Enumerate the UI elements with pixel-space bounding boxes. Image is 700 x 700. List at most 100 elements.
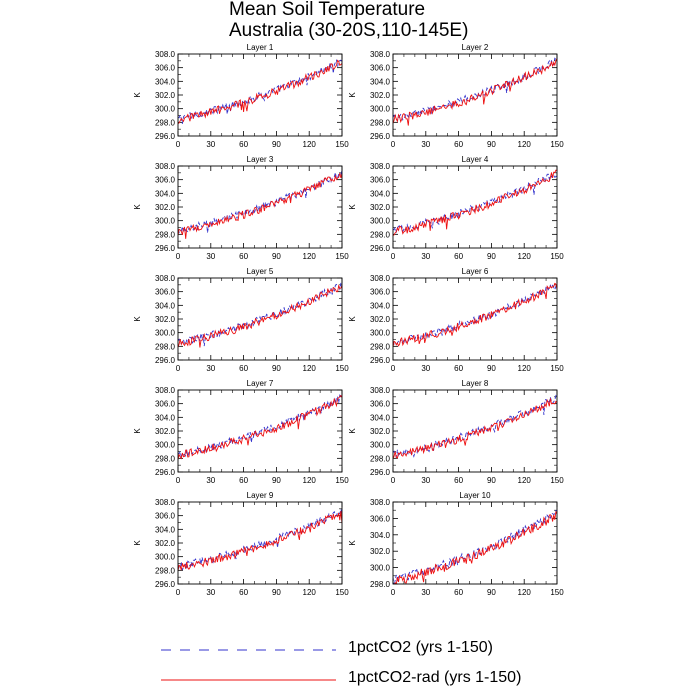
plot-frame — [177, 165, 343, 249]
panel-layer-4: Layer 4 K 296.0 298.0 300.0 302.0 304.0 306.0 30… — [348, 155, 564, 261]
y-axis-label: K — [133, 92, 142, 98]
panel-layer-2: Layer 2 K 296.0 298.0 300.0 302.0 304.0 306.0 30… — [348, 43, 564, 149]
y-tick-label: 298.0 — [370, 230, 391, 239]
panel-layer-7: Layer 7 K 296.0 298.0 300.0 302.0 304.0 306.0 30… — [133, 379, 349, 485]
y-tick-label: 308.0 — [370, 274, 391, 283]
y-tick-label: 296.0 — [370, 356, 391, 365]
x-tick-label: 150 — [550, 364, 564, 373]
x-tick-label: 30 — [206, 588, 215, 597]
legend-label-1pctco2-rad: 1pctCO2-rad (yrs 1-150) — [348, 669, 522, 686]
series-line-1pctco2-rad — [393, 511, 557, 584]
x-tick-label: 60 — [454, 140, 463, 149]
panel-title: Layer 7 — [247, 379, 274, 388]
series-line-1pctco2 — [178, 170, 342, 233]
y-tick-label: 306.0 — [155, 400, 176, 409]
y-tick-label: 308.0 — [155, 498, 176, 507]
x-tick-label: 30 — [421, 140, 430, 149]
y-tick-label: 300.0 — [370, 217, 391, 226]
x-tick-label: 90 — [272, 476, 281, 485]
x-tick-label: 90 — [487, 252, 496, 261]
legend-label-1pctco2: 1pctCO2 (yrs 1-150) — [348, 639, 493, 656]
plot-frame — [392, 501, 558, 585]
y-tick-label: 308.0 — [155, 162, 176, 171]
x-tick-label: 90 — [272, 252, 281, 261]
x-tick-label: 60 — [454, 588, 463, 597]
panel-title: Layer 8 — [462, 379, 489, 388]
x-tick-label: 30 — [421, 588, 430, 597]
y-tick-label: 304.0 — [370, 413, 391, 422]
panel-layer-3: Layer 3 K 296.0 298.0 300.0 302.0 304.0 306.0 30… — [133, 155, 349, 261]
x-tick-label: 60 — [454, 364, 463, 373]
x-tick-label: 0 — [391, 140, 396, 149]
y-axis-label: K — [348, 92, 357, 98]
x-tick-label: 30 — [206, 140, 215, 149]
y-tick-label: 300.0 — [155, 441, 176, 450]
plot-frame — [392, 389, 558, 473]
panel-title: Layer 10 — [459, 491, 491, 500]
panel-title: Layer 1 — [247, 43, 274, 52]
x-tick-label: 0 — [391, 364, 396, 373]
x-tick-label: 30 — [421, 252, 430, 261]
series-line-1pctco2 — [178, 59, 342, 124]
series-line-1pctco2-rad — [178, 59, 342, 124]
x-tick-label: 150 — [550, 476, 564, 485]
y-axis-label: K — [133, 204, 142, 210]
y-tick-label: 302.0 — [370, 91, 391, 100]
panel-title: Layer 4 — [462, 155, 489, 164]
chart-title-line2: Australia (30-20S,110-145E) — [229, 20, 469, 41]
x-tick-label: 30 — [421, 364, 430, 373]
x-tick-label: 120 — [518, 588, 532, 597]
y-tick-label: 306.0 — [370, 514, 391, 523]
y-tick-label: 304.0 — [155, 301, 176, 310]
y-axis-label: K — [348, 428, 357, 434]
panel-layer-8: Layer 8 K 296.0 298.0 300.0 302.0 304.0 306.0 30… — [348, 379, 564, 485]
x-tick-label: 90 — [272, 588, 281, 597]
series-line-1pctco2-rad — [178, 394, 342, 460]
x-tick-label: 150 — [335, 140, 349, 149]
x-tick-label: 0 — [391, 252, 396, 261]
y-tick-label: 300.0 — [155, 329, 176, 338]
y-tick-label: 296.0 — [155, 132, 176, 141]
x-tick-label: 60 — [239, 252, 248, 261]
series-line-1pctco2-rad — [178, 284, 342, 348]
y-axis-label: K — [348, 316, 357, 322]
y-axis-label: K — [133, 428, 142, 434]
y-tick-label: 306.0 — [155, 64, 176, 73]
x-tick-label: 150 — [335, 364, 349, 373]
y-tick-label: 304.0 — [370, 77, 391, 86]
y-tick-label: 298.0 — [155, 566, 176, 575]
y-tick-label: 306.0 — [370, 176, 391, 185]
x-tick-label: 30 — [206, 252, 215, 261]
y-tick-label: 300.0 — [370, 105, 391, 114]
y-tick-label: 302.0 — [155, 91, 176, 100]
y-tick-label: 304.0 — [370, 301, 391, 310]
y-tick-label: 300.0 — [155, 553, 176, 562]
x-tick-label: 30 — [421, 476, 430, 485]
x-tick-label: 150 — [550, 140, 564, 149]
y-tick-label: 302.0 — [370, 315, 391, 324]
x-tick-label: 0 — [176, 476, 181, 485]
y-tick-label: 298.0 — [370, 580, 391, 589]
x-tick-label: 90 — [487, 476, 496, 485]
series-line-1pctco2-rad — [393, 398, 557, 459]
y-tick-label: 302.0 — [155, 427, 176, 436]
y-tick-label: 296.0 — [370, 468, 391, 477]
y-tick-label: 306.0 — [155, 512, 176, 521]
x-tick-label: 120 — [303, 364, 317, 373]
y-tick-label: 304.0 — [155, 413, 176, 422]
x-tick-label: 120 — [518, 476, 532, 485]
panel-title: Layer 2 — [462, 43, 489, 52]
y-tick-label: 298.0 — [155, 454, 176, 463]
panel-layer-5: Layer 5 K 296.0 298.0 300.0 302.0 304.0 306.0 30… — [133, 267, 349, 373]
panel-layer-6: Layer 6 K 296.0 298.0 300.0 302.0 304.0 306.0 30… — [348, 267, 564, 373]
x-tick-label: 150 — [335, 252, 349, 261]
y-tick-label: 304.0 — [155, 77, 176, 86]
x-tick-label: 60 — [454, 252, 463, 261]
x-tick-label: 0 — [176, 588, 181, 597]
y-axis-label: K — [348, 204, 357, 210]
chart-title-line1: Mean Soil Temperature — [229, 0, 426, 20]
plot-frame — [177, 389, 343, 473]
plot-frame — [392, 277, 558, 361]
x-tick-label: 90 — [487, 140, 496, 149]
